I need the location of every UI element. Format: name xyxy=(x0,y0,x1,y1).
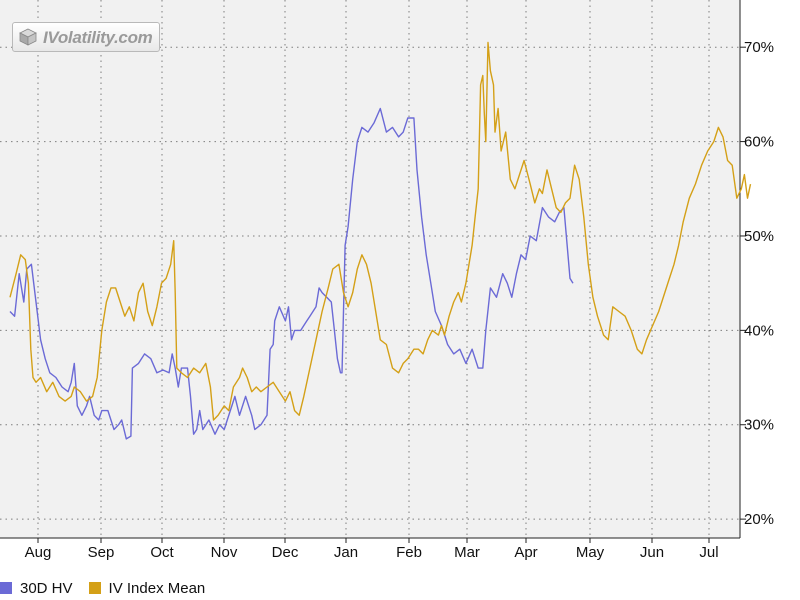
series-line-30d-hv xyxy=(9,107,574,440)
legend-swatch-30d-hv xyxy=(0,582,12,594)
series-line-iv-index-mean xyxy=(9,41,752,421)
x-tick-label: Jun xyxy=(640,544,664,561)
legend-label-iv-index-mean: IV Index Mean xyxy=(108,579,206,597)
y-tick-label: 70% xyxy=(744,39,774,56)
plot-area xyxy=(0,0,740,538)
y-tick-label: 30% xyxy=(744,417,774,434)
y-tick-label: 50% xyxy=(744,228,774,245)
y-tick-label: 40% xyxy=(744,322,774,339)
legend-label-30d-hv: 30D HV xyxy=(20,579,73,597)
x-tick-label: Apr xyxy=(514,544,537,561)
x-tick-label: May xyxy=(576,544,605,561)
x-tick-label: Jul xyxy=(699,544,718,561)
logo-text: IVolatility.com xyxy=(43,28,153,47)
legend: 30D HV IV Index Mean xyxy=(0,578,221,598)
x-tick-label: Sep xyxy=(88,544,115,561)
x-tick-label: Oct xyxy=(150,544,174,561)
x-tick-label: Jan xyxy=(334,544,358,561)
x-tick-label: Feb xyxy=(396,544,422,561)
legend-swatch-iv-index-mean xyxy=(88,582,101,594)
cube-icon xyxy=(19,28,37,46)
x-tick-label: Dec xyxy=(272,544,299,561)
x-tick-label: Nov xyxy=(211,544,238,561)
legend-item-iv-index-mean: IV Index Mean xyxy=(88,579,206,597)
x-tick-label: Aug xyxy=(25,544,52,561)
y-tick-label: 20% xyxy=(744,511,774,528)
legend-item-30d-hv: 30D HV xyxy=(0,580,73,597)
y-tick-label: 60% xyxy=(744,134,774,151)
ivolatility-logo: IVolatility.com xyxy=(12,22,160,52)
x-tick-label: Mar xyxy=(454,544,480,561)
